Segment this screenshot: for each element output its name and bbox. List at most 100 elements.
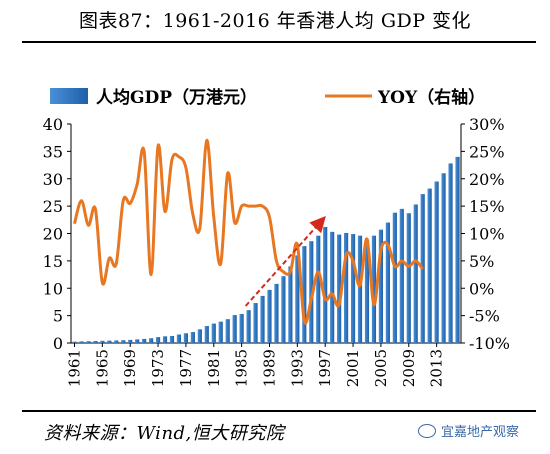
y-right-tick-label: 25% bbox=[469, 142, 505, 161]
bar-2000 bbox=[344, 232, 349, 343]
bar-2006 bbox=[385, 222, 390, 343]
bar-2005 bbox=[378, 229, 383, 343]
bar-2009 bbox=[406, 213, 411, 343]
x-tick-label: 1973 bbox=[149, 349, 167, 387]
x-tick-label: 1985 bbox=[233, 349, 251, 387]
bar-2008 bbox=[399, 208, 404, 343]
y-left-tick-label: 40 bbox=[43, 115, 63, 134]
bar-1965 bbox=[100, 340, 105, 343]
bar-1999 bbox=[337, 234, 342, 343]
x-tick-label: 2009 bbox=[400, 349, 418, 387]
bar-2007 bbox=[392, 212, 397, 343]
wechat-icon bbox=[418, 424, 436, 438]
bar-2004 bbox=[371, 235, 377, 343]
bar-1981 bbox=[211, 323, 216, 343]
watermark-text: 宜嘉地产观察 bbox=[441, 425, 520, 440]
bar-1961 bbox=[72, 341, 77, 343]
bar-1978 bbox=[190, 332, 195, 343]
y-right-tick-label: 0% bbox=[469, 279, 494, 298]
bar-1968 bbox=[121, 340, 126, 343]
bar-2013 bbox=[434, 181, 439, 343]
bar-1995 bbox=[309, 241, 314, 343]
watermark: 宜嘉地产观察 bbox=[418, 421, 519, 440]
bar-1996 bbox=[316, 235, 321, 343]
line-series bbox=[73, 138, 424, 325]
bar-1994 bbox=[302, 246, 307, 343]
x-tick-label: 1997 bbox=[316, 349, 334, 387]
bar-1987 bbox=[253, 303, 258, 343]
y-left-tick-label: 30 bbox=[43, 170, 63, 189]
yoy-line bbox=[73, 138, 424, 325]
bar-1985 bbox=[239, 313, 244, 343]
y-left-tick-label: 25 bbox=[43, 197, 63, 216]
bar-2016 bbox=[455, 156, 460, 343]
y-right-tick-label: -5% bbox=[469, 307, 500, 326]
bar-1967 bbox=[114, 340, 119, 343]
bar-1970 bbox=[135, 339, 140, 343]
x-tick-label: 1961 bbox=[65, 349, 83, 387]
y-right-tick-label: 15% bbox=[469, 197, 505, 216]
footer-divider bbox=[22, 410, 536, 412]
bar-1963 bbox=[86, 341, 91, 343]
source-note: 资料来源：Wind,恒大研究院 bbox=[44, 423, 285, 444]
bar-1966 bbox=[107, 340, 112, 343]
x-tick-label: 1989 bbox=[260, 349, 278, 387]
y-left-tick-label: 15 bbox=[43, 252, 63, 271]
trend-arrow bbox=[244, 215, 326, 307]
bar-2003 bbox=[364, 239, 370, 343]
legend-line-label: YOY（右轴） bbox=[377, 87, 485, 108]
bar-1998 bbox=[330, 231, 335, 343]
bar-1983 bbox=[225, 319, 230, 343]
x-tick-label: 2013 bbox=[428, 349, 446, 387]
bar-1990 bbox=[274, 283, 279, 343]
x-tick-label: 1981 bbox=[205, 349, 223, 387]
bar-1993 bbox=[295, 255, 300, 343]
x-tick-label: 1965 bbox=[93, 349, 111, 387]
legend-bar-swatch bbox=[50, 88, 88, 104]
bar-2010 bbox=[413, 204, 418, 343]
y-right-tick-label: -10% bbox=[469, 334, 510, 353]
bar-1973 bbox=[155, 337, 161, 343]
bar-1986 bbox=[246, 310, 251, 343]
legend-bar-label: 人均GDP（万港元） bbox=[96, 87, 257, 108]
bar-1997 bbox=[323, 226, 328, 343]
bar-1971 bbox=[142, 338, 147, 343]
chart-title: 图表87：1961-2016 年香港人均 GDP 变化 bbox=[78, 10, 472, 32]
bar-1992 bbox=[288, 266, 293, 343]
bar-series bbox=[72, 156, 460, 343]
x-tick-label: 1969 bbox=[121, 349, 139, 387]
bar-2015 bbox=[448, 163, 453, 343]
x-tick-label: 1977 bbox=[177, 349, 195, 387]
bar-2001 bbox=[350, 234, 356, 343]
bar-1964 bbox=[93, 341, 98, 343]
bar-1988 bbox=[260, 295, 265, 343]
bar-1969 bbox=[128, 339, 133, 343]
y-left-tick-label: 20 bbox=[43, 225, 63, 244]
bar-2014 bbox=[441, 173, 446, 343]
bar-1980 bbox=[204, 326, 209, 343]
bar-1976 bbox=[176, 334, 182, 343]
bar-2012 bbox=[427, 188, 432, 343]
x-tick-label: 2001 bbox=[344, 349, 362, 387]
y-right-tick-label: 20% bbox=[469, 170, 505, 189]
bar-1962 bbox=[79, 341, 84, 343]
legend: 人均GDP（万港元） YOY（右轴） bbox=[50, 87, 485, 108]
bar-1984 bbox=[232, 315, 237, 343]
chart-canvas: 人均GDP（万港元） YOY（右轴） 0 5 10 15 20 25 30 35 40 -10% -… bbox=[43, 87, 510, 387]
y-left-tick-label: 0 bbox=[53, 334, 63, 353]
y-right-tick-label: 10% bbox=[469, 225, 505, 244]
bar-2002 bbox=[357, 235, 363, 343]
tick-labels: 0 5 10 15 20 25 30 35 40 -10% -5% 0% 5% 10% 15% 20% 25% 3… bbox=[43, 115, 510, 387]
bar-1974 bbox=[162, 336, 168, 343]
x-tick-label: 1993 bbox=[288, 349, 306, 387]
bar-1972 bbox=[149, 338, 154, 343]
title-divider bbox=[22, 41, 536, 43]
axes bbox=[67, 123, 465, 347]
bar-1977 bbox=[183, 333, 188, 343]
bar-1979 bbox=[197, 329, 202, 343]
bar-1982 bbox=[218, 321, 223, 343]
y-right-tick-label: 30% bbox=[469, 115, 505, 134]
y-left-tick-label: 35 bbox=[43, 142, 63, 161]
y-left-tick-label: 10 bbox=[43, 279, 63, 298]
bar-1989 bbox=[267, 289, 272, 343]
